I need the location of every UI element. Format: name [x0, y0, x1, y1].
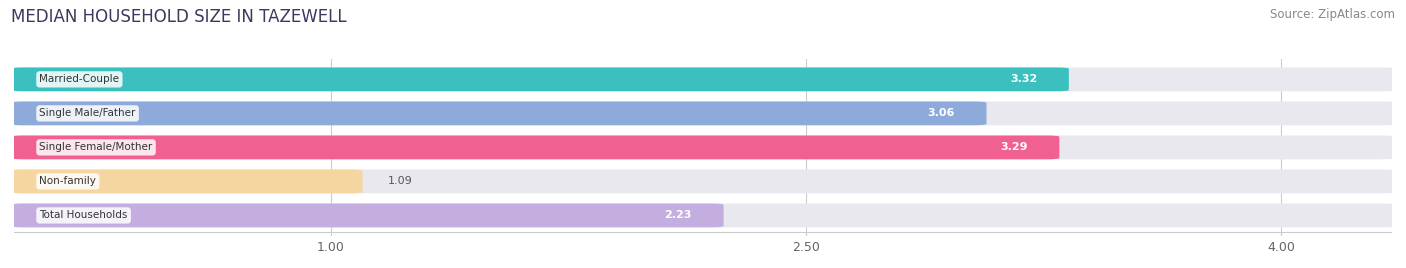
Text: Single Female/Mother: Single Female/Mother [39, 142, 153, 152]
FancyBboxPatch shape [11, 68, 1395, 91]
Text: Source: ZipAtlas.com: Source: ZipAtlas.com [1270, 8, 1395, 21]
Text: 3.32: 3.32 [1010, 74, 1038, 84]
FancyBboxPatch shape [11, 169, 363, 193]
FancyBboxPatch shape [11, 169, 1395, 193]
FancyBboxPatch shape [11, 136, 1059, 159]
FancyBboxPatch shape [11, 136, 1395, 159]
FancyBboxPatch shape [11, 102, 1395, 125]
Text: 1.09: 1.09 [388, 176, 412, 187]
FancyBboxPatch shape [11, 203, 724, 227]
Text: Married-Couple: Married-Couple [39, 74, 120, 84]
Text: 3.29: 3.29 [1000, 142, 1028, 152]
Text: MEDIAN HOUSEHOLD SIZE IN TAZEWELL: MEDIAN HOUSEHOLD SIZE IN TAZEWELL [11, 8, 347, 26]
Text: 3.06: 3.06 [928, 108, 955, 118]
FancyBboxPatch shape [11, 102, 987, 125]
Text: Total Households: Total Households [39, 210, 128, 221]
FancyBboxPatch shape [11, 203, 1395, 227]
Text: 2.23: 2.23 [665, 210, 692, 221]
FancyBboxPatch shape [11, 68, 1069, 91]
Text: Single Male/Father: Single Male/Father [39, 108, 136, 118]
Text: Non-family: Non-family [39, 176, 96, 187]
